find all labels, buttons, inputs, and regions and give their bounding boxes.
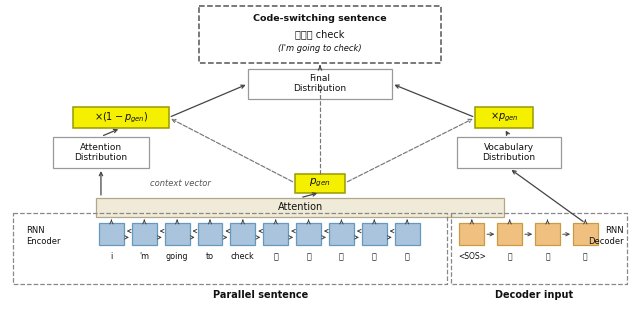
- Bar: [296, 223, 321, 245]
- Bar: [460, 223, 484, 245]
- Text: 棂: 棂: [372, 252, 376, 261]
- Text: 要: 要: [545, 252, 550, 261]
- Text: 我要去 check: 我要去 check: [295, 29, 345, 39]
- Text: Parallel sentence: Parallel sentence: [212, 290, 308, 300]
- Text: Decoder input: Decoder input: [495, 290, 573, 300]
- Text: 我: 我: [273, 252, 278, 261]
- Text: 要: 要: [306, 252, 311, 261]
- Text: 'm: 'm: [140, 252, 149, 261]
- Text: context vector: context vector: [150, 179, 211, 188]
- Bar: [263, 223, 288, 245]
- Bar: [362, 223, 387, 245]
- Text: 去: 去: [583, 252, 588, 261]
- Text: to: to: [206, 252, 214, 261]
- Bar: [96, 198, 504, 217]
- Text: Vocabulary
Distribution: Vocabulary Distribution: [483, 143, 536, 162]
- Bar: [164, 223, 189, 245]
- Bar: [295, 174, 345, 193]
- Text: Final
Distribution: Final Distribution: [293, 74, 347, 93]
- Bar: [198, 223, 223, 245]
- Text: check: check: [231, 252, 255, 261]
- Text: <SOS>: <SOS>: [458, 252, 486, 261]
- Text: RNN
Encoder: RNN Encoder: [26, 226, 61, 246]
- Text: (I'm going to check): (I'm going to check): [278, 44, 362, 53]
- Bar: [329, 223, 354, 245]
- Bar: [99, 223, 124, 245]
- Bar: [248, 69, 392, 99]
- Text: $\times(1-p_{gen})$: $\times(1-p_{gen})$: [93, 110, 148, 125]
- Text: 我: 我: [508, 252, 512, 261]
- Bar: [73, 107, 169, 128]
- Text: Attention
Distribution: Attention Distribution: [74, 143, 127, 162]
- Bar: [476, 107, 533, 128]
- Text: Attention: Attention: [278, 202, 323, 212]
- Bar: [535, 223, 560, 245]
- Text: 去: 去: [339, 252, 344, 261]
- Text: 查: 查: [404, 252, 410, 261]
- Bar: [395, 223, 420, 245]
- Bar: [458, 137, 561, 168]
- Text: i: i: [110, 252, 113, 261]
- Bar: [497, 223, 522, 245]
- Text: RNN
Decoder: RNN Decoder: [588, 226, 623, 246]
- Bar: [573, 223, 598, 245]
- Bar: [230, 223, 255, 245]
- Text: Code-switching sentence: Code-switching sentence: [253, 14, 387, 23]
- Bar: [53, 137, 148, 168]
- Text: $\times p_{gen}$: $\times p_{gen}$: [490, 111, 518, 124]
- Bar: [132, 223, 157, 245]
- Text: going: going: [166, 252, 188, 261]
- Text: $p_{gen}$: $p_{gen}$: [309, 177, 331, 189]
